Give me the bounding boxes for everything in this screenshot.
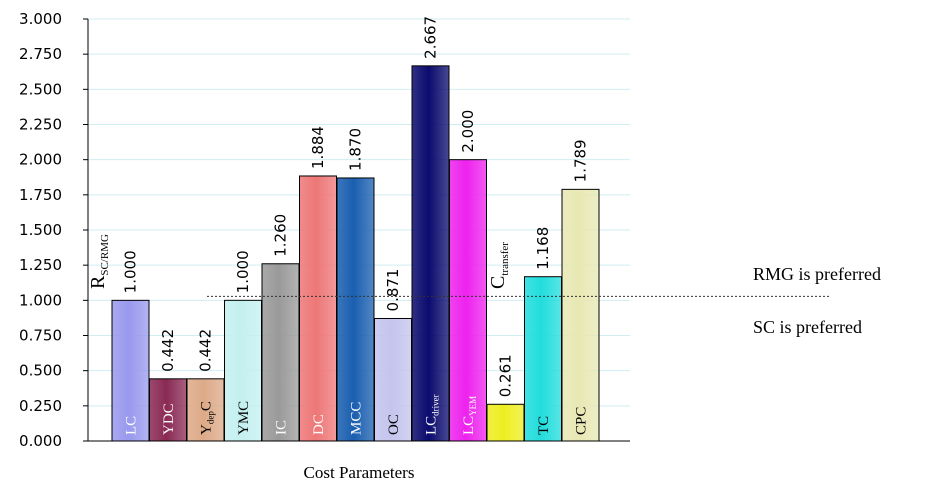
y-tick-label: 0.500 (19, 362, 62, 380)
y-tick-label: 1.500 (19, 221, 62, 239)
bar (561, 188, 600, 442)
ratio-main: R (87, 275, 109, 289)
ratio-annotation: RSC/RMG (87, 234, 111, 289)
category-after: C (199, 401, 215, 411)
category-main: OC (386, 414, 402, 435)
value-label: 0.442 (159, 329, 177, 372)
annotation-sc-preferred: SC is preferred (753, 317, 862, 337)
category-main: MCC (349, 402, 365, 435)
category-main: IC (274, 420, 290, 435)
y-tick-label: 0.750 (19, 327, 62, 345)
annotation-rmg-preferred: RMG is preferred (753, 264, 881, 284)
value-label: 2.000 (459, 110, 477, 153)
category-main: YMC (236, 401, 252, 435)
bar (299, 175, 337, 442)
y-tick-label: 2.250 (19, 116, 62, 134)
y-tick-label: 1.000 (19, 291, 62, 309)
bar (261, 263, 300, 442)
y-tick-label: 0.000 (19, 432, 62, 450)
value-label: 1.260 (272, 214, 290, 257)
value-label: 0.261 (497, 354, 515, 397)
y-tick-label: 2.000 (19, 151, 62, 169)
category-label: DC (311, 414, 327, 435)
category-main: YDC (161, 403, 177, 435)
y-tick-label: 1.750 (19, 186, 62, 204)
y-tick-label: 2.500 (19, 80, 62, 98)
value-labels: 1.000 0.442 0.442 1.000 1.260 1.884 1.870 0.871… (122, 16, 590, 397)
category-sub: YEM (468, 396, 478, 416)
bar (524, 276, 562, 442)
category-label: YMC (236, 401, 252, 435)
category-label: LCYEM (461, 396, 478, 435)
y-axis: 0.000 0.250 0.500 0.750 1.000 1.250 1.500 1.750… (19, 10, 630, 450)
category-label: YdepC (199, 401, 216, 435)
category-label: LC (124, 416, 140, 435)
category-label: TC (536, 416, 552, 435)
value-label: 1.870 (347, 128, 365, 171)
bar (111, 299, 150, 442)
category-label: YDC (161, 403, 177, 435)
category-main: TC (536, 416, 552, 435)
bar (411, 65, 450, 442)
category-main: LC (461, 416, 477, 435)
category-label: OC (386, 414, 402, 435)
bar (186, 378, 225, 442)
transfer-sub: transfer (499, 242, 511, 276)
transfer-main: C (487, 276, 509, 289)
ratio-sub: SC/RMG (99, 234, 111, 276)
bars (111, 65, 600, 442)
bar (224, 299, 262, 442)
category-main: CPC (574, 407, 590, 435)
y-tick-label: 1.250 (19, 256, 62, 274)
value-label: 1.789 (572, 139, 590, 182)
category-sub: driver (431, 394, 441, 416)
y-tick-label: 3.000 (19, 10, 62, 28)
bar (374, 317, 412, 442)
category-label: LCdriver (424, 394, 441, 435)
bar (486, 403, 525, 442)
bar (449, 159, 487, 442)
value-label: 1.168 (534, 227, 552, 270)
value-label: 1.000 (122, 250, 140, 293)
y-tick-label: 2.750 (19, 45, 62, 63)
y-tick-label: 0.250 (19, 397, 62, 415)
bar (149, 378, 187, 442)
value-label: 0.871 (384, 269, 402, 312)
category-main: LC (424, 416, 440, 435)
category-label: IC (274, 420, 290, 435)
category-main: LC (124, 416, 140, 435)
value-label: 1.000 (234, 250, 252, 293)
category-label: MCC (349, 402, 365, 435)
value-label: 1.884 (309, 126, 327, 169)
value-label: 2.667 (422, 16, 440, 59)
category-main: DC (311, 414, 327, 435)
value-label: 0.442 (197, 329, 215, 372)
bar (336, 177, 375, 442)
category-label: CPC (574, 407, 590, 435)
category-sub: dep (206, 411, 216, 424)
transfer-annotation: Ctransfer (487, 242, 511, 289)
x-axis-label: Cost Parameters (304, 463, 415, 482)
category-main: Y (199, 424, 215, 435)
